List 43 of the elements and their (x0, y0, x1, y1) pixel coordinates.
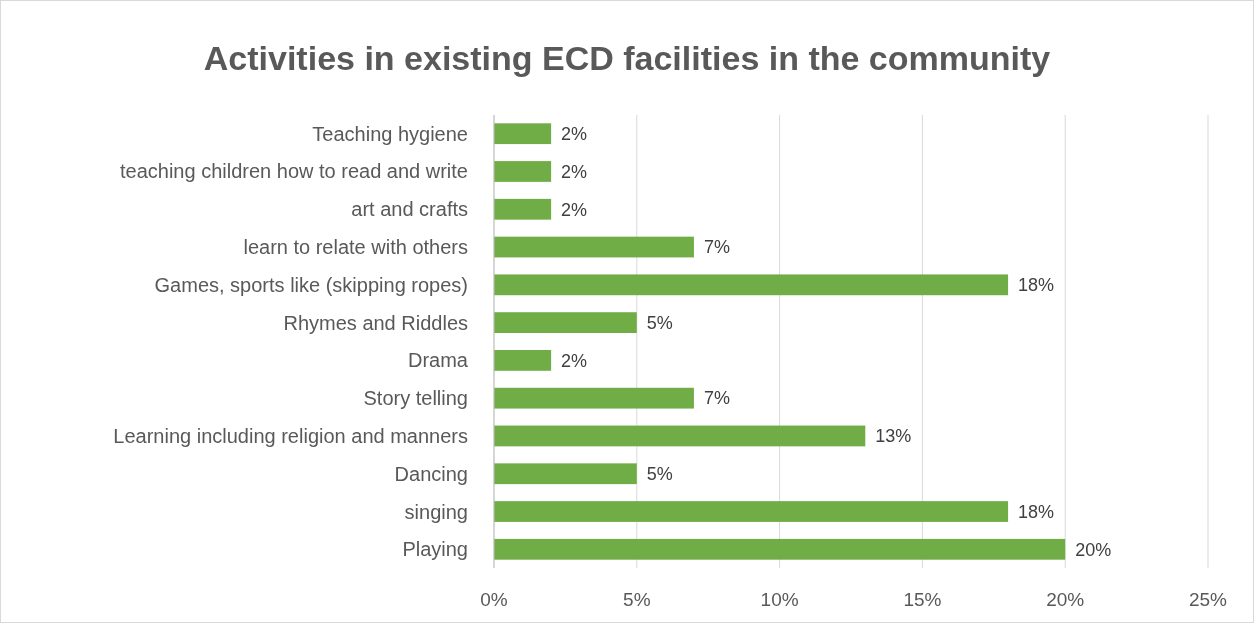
y-tick-label: Playing (402, 538, 468, 561)
x-tick-label: 5% (623, 589, 651, 610)
bar (494, 538, 1066, 560)
data-label: 18% (1018, 501, 1055, 522)
y-tick-label: singing (404, 500, 468, 523)
y-tick-label: learn to relate with others (243, 236, 468, 259)
bar (494, 312, 637, 333)
chart-title: Activities in existing ECD facilities in the community (203, 39, 1051, 77)
data-label: 5% (646, 464, 673, 485)
x-tick-label: 20% (1046, 589, 1085, 610)
bar (494, 274, 1009, 296)
data-label: 2% (561, 161, 588, 182)
bar (494, 387, 694, 409)
y-tick-label: art and crafts (351, 198, 468, 221)
y-tick-label: Story telling (363, 387, 468, 410)
data-label: 13% (875, 426, 912, 447)
data-label: 2% (561, 199, 588, 220)
y-tick-label: Games, sports like (skipping ropes) (154, 273, 468, 296)
x-tick-label: 10% (760, 589, 799, 610)
x-tick-label: 25% (1188, 589, 1228, 610)
bar (494, 350, 552, 371)
x-tick-label: 0% (480, 589, 508, 610)
y-tick-label: Rhymes and Riddles (283, 311, 468, 334)
data-label: 20% (1075, 539, 1112, 560)
data-label: 7% (703, 237, 730, 258)
y-tick-label: Drama (407, 349, 469, 372)
x-tick-label: 15% (903, 589, 942, 610)
bar (494, 161, 552, 182)
y-tick-label: Learning including religion and manners (113, 424, 468, 447)
data-label: 18% (1018, 275, 1055, 296)
bar (494, 236, 694, 258)
data-label: 5% (646, 312, 673, 333)
bar (494, 501, 1009, 522)
bar (494, 123, 552, 145)
data-label: 2% (561, 350, 588, 371)
y-tick-label: Dancing (394, 462, 468, 485)
data-label: 7% (703, 388, 730, 409)
data-label: 2% (561, 124, 588, 144)
y-tick-label: Teaching hygiene (312, 122, 468, 145)
y-tick-label: teaching children how to read and write (120, 160, 468, 183)
bar (494, 425, 866, 447)
bar (494, 198, 552, 220)
bar (494, 463, 637, 485)
